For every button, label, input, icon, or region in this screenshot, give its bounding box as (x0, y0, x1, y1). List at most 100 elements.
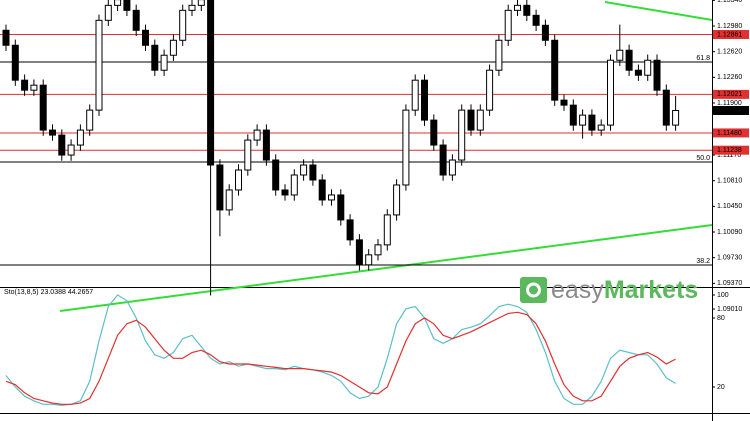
candle-body (532, 14, 540, 26)
candle-body (662, 89, 670, 126)
candle-body (132, 9, 140, 31)
candle-body (458, 109, 466, 161)
candle-body (300, 164, 308, 176)
y-tick-label: 1.13340 (717, 0, 742, 4)
candle-body (616, 49, 624, 61)
candle-body (76, 129, 84, 146)
candle-body (504, 9, 512, 41)
candle-body (551, 39, 559, 101)
y-tick-label: 100 (717, 292, 729, 299)
candle-body (151, 44, 159, 71)
candle-body (244, 139, 252, 171)
y-tick-label: 1.09730 (717, 255, 742, 262)
y-tick-label: 1.12980 (717, 23, 742, 30)
candle-body (625, 49, 633, 71)
candle-body (486, 69, 494, 111)
y-tick-label: 1.09370 (717, 280, 742, 287)
candle-body (104, 4, 112, 21)
logo-text: easyMarkets (551, 276, 698, 304)
candle-body (30, 84, 38, 91)
level-tag (713, 30, 749, 40)
candle-body (39, 84, 47, 131)
candle-body (123, 0, 131, 11)
candle-body (142, 29, 149, 46)
candle-body (179, 9, 187, 41)
y-tick-label: 20 (717, 384, 725, 391)
candle-body (467, 109, 475, 131)
oscillator-line (5, 311, 676, 405)
candle-body (579, 114, 587, 126)
candle-body (523, 4, 531, 16)
fib-label: 61.8 (696, 55, 710, 62)
candle-body (365, 254, 373, 266)
candle-body (346, 219, 354, 241)
candle-body (309, 164, 317, 181)
y-tick-label: 1.09010 (717, 306, 742, 313)
trend-line (604, 1, 713, 21)
candle-body (281, 189, 289, 196)
candle-body (58, 134, 66, 156)
candle-body (383, 214, 391, 246)
trend-line (59, 224, 713, 312)
candle-body (95, 19, 103, 111)
candle-body (560, 99, 568, 106)
candle-body (169, 39, 177, 56)
oscillator-title: Sto(13,8,5) 23.0388 44.2657 (4, 289, 93, 296)
candle-body (569, 104, 577, 126)
candle-body (114, 0, 122, 6)
logo-text: Markets (604, 276, 699, 304)
candle-body (216, 164, 224, 211)
logo-text: easy (551, 276, 604, 304)
candle-body (337, 194, 345, 221)
candle-body (597, 124, 605, 131)
level-tag (713, 145, 749, 155)
y-tick-label: 1.10090 (717, 229, 742, 236)
candle-body (21, 79, 29, 91)
candle-body (2, 29, 10, 46)
candle-body (644, 59, 652, 76)
candle-body (495, 39, 503, 71)
candle-body (318, 179, 326, 201)
candle-body (653, 59, 661, 91)
candle-body (290, 174, 298, 196)
candle-body (430, 119, 438, 146)
level-label: 1.12021 (717, 91, 742, 98)
candle-body (374, 244, 382, 256)
y-tick-label: 1.10450 (717, 203, 742, 210)
candle-body (235, 169, 242, 191)
candle-body (272, 159, 280, 191)
candle-body (514, 4, 521, 11)
candle-body (634, 69, 642, 76)
price-label: 1.11795 (717, 107, 742, 114)
oscillator-line (5, 294, 676, 407)
candle-body (328, 194, 335, 201)
level-label: 1.11480 (717, 130, 742, 137)
candle-body (439, 144, 447, 176)
candle-body (207, 0, 215, 166)
candle-body (448, 159, 456, 176)
y-tick-label: 1.11170 (717, 152, 741, 159)
candle-body (197, 0, 205, 6)
candle-body (588, 114, 596, 131)
candle-body (11, 44, 19, 81)
y-tick-label: 1.11900 (717, 100, 742, 107)
candle-body (402, 109, 410, 186)
candle-body (253, 129, 261, 141)
candle-body (188, 4, 196, 11)
candle-body (607, 59, 614, 126)
candle-body (49, 129, 56, 136)
y-tick-label: 1.10810 (717, 178, 742, 185)
candle-body (672, 109, 680, 126)
y-tick-label: 1.12620 (717, 49, 742, 56)
level-label: 1.11238 (717, 147, 742, 154)
candle-body (355, 239, 363, 266)
logo: easyMarkets (520, 276, 698, 304)
candle-body (262, 129, 270, 161)
price-tag (713, 105, 749, 115)
fib-label: 50.0 (696, 155, 710, 162)
level-tag (713, 89, 749, 99)
level-tag (713, 128, 749, 138)
y-tick-label: 80 (717, 315, 725, 322)
